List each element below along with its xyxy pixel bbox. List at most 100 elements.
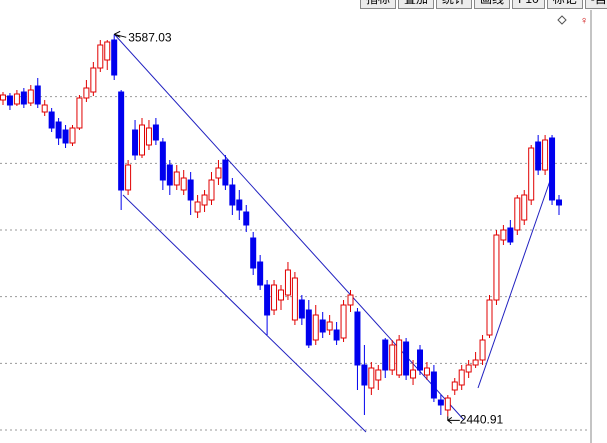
candle-body: [305, 309, 312, 346]
candle-body: [361, 364, 368, 386]
toolbar-button[interactable]: 画线: [474, 0, 511, 9]
candle-body: [166, 164, 173, 186]
toolbar: 指标 叠加 统计 画线 F10 标记 -自选: [360, 0, 607, 9]
trend-line: [477, 174, 553, 389]
candle-body: [535, 141, 542, 171]
candle-body: [521, 194, 528, 221]
annotation-arrow: [447, 416, 460, 424]
candle-body: [347, 294, 354, 306]
candle-body: [222, 159, 229, 186]
candle-body: [13, 93, 20, 105]
candle-body: [528, 147, 535, 201]
candle-body: [159, 141, 166, 181]
candle-body: [410, 369, 417, 379]
candle-body: [458, 369, 465, 386]
candle-body: [271, 284, 278, 311]
candle-body: [472, 359, 479, 366]
candle-body: [76, 97, 83, 129]
candle-body: [437, 399, 444, 406]
candle-body: [507, 227, 514, 243]
candle-body: [187, 179, 194, 201]
candle-body: [132, 129, 139, 156]
candle-body: [284, 269, 291, 296]
candle-body: [549, 137, 556, 201]
candle-body: [556, 199, 562, 206]
candle-body: [333, 329, 340, 341]
candle-body: [312, 314, 319, 341]
toolbar-button[interactable]: -自选: [584, 0, 607, 9]
candle-body: [48, 111, 55, 129]
candle-body: [514, 197, 521, 231]
candle-body: [111, 39, 118, 76]
candle-body: [0, 94, 6, 101]
candle-body: [382, 339, 389, 371]
candle-body: [444, 397, 451, 411]
candle-body: [27, 89, 34, 104]
candle-body: [180, 177, 187, 191]
toolbar-button[interactable]: 指标: [360, 0, 397, 9]
candle-body: [173, 171, 180, 186]
candle-body: [201, 194, 208, 206]
candle-body: [152, 124, 159, 141]
toolbar-button[interactable]: F10: [512, 0, 545, 9]
candle-body: [465, 364, 472, 373]
candle-body: [69, 127, 76, 144]
candle-body: [257, 261, 264, 286]
candle-body: [243, 211, 250, 226]
toolbar-button[interactable]: 叠加: [398, 0, 435, 9]
candle-body: [486, 299, 493, 336]
candle-body: [20, 91, 27, 105]
candle-body: [500, 229, 507, 241]
candle-body: [375, 369, 382, 381]
icon-marker[interactable]: ♀: [580, 15, 588, 27]
candle-body: [104, 41, 111, 61]
toolbar-button[interactable]: 标记: [546, 0, 583, 9]
candle-body: [354, 311, 361, 366]
low-annotation: 2440.91: [460, 413, 504, 427]
candle-body: [326, 321, 333, 331]
candle-body: [493, 234, 500, 301]
candle-body: [340, 304, 347, 339]
candle-body: [97, 44, 104, 69]
candle-body: [417, 349, 423, 371]
candle-body: [34, 85, 41, 105]
candle-body: [139, 124, 145, 156]
candle-body: [83, 87, 90, 99]
candle-body: [291, 277, 298, 321]
trend-line: [122, 194, 367, 433]
candle-body: [236, 199, 243, 211]
candle-body: [250, 237, 257, 269]
candle-body: [298, 299, 305, 319]
candle-body: [125, 164, 132, 191]
candle-body: [451, 381, 458, 391]
candle-body: [215, 167, 222, 179]
candle-body: [194, 201, 201, 213]
trend-line: [114, 34, 465, 421]
candle-body: [368, 367, 375, 389]
candle-body: [264, 284, 271, 316]
candle-body: [208, 179, 215, 201]
candle-body: [479, 339, 486, 361]
candle-body: [430, 371, 437, 399]
annotation-arrow: [113, 30, 127, 38]
candle-body: [278, 289, 284, 301]
candle-body: [55, 121, 62, 139]
candle-body: [62, 129, 69, 144]
candle-body: [118, 91, 125, 191]
candle-body: [396, 339, 403, 376]
candle-body: [229, 184, 236, 206]
candle-body: [403, 341, 410, 376]
candle-body: [6, 95, 13, 106]
icon-diamond[interactable]: [557, 15, 567, 25]
candle-body: [90, 67, 97, 93]
candle-body: [542, 139, 549, 171]
toolbar-button[interactable]: 统计: [436, 0, 473, 9]
candle-body: [423, 367, 430, 376]
candle-body: [389, 344, 396, 371]
candle-body: [41, 104, 48, 113]
candle-body: [319, 319, 326, 333]
candle-body: [145, 127, 152, 146]
high-annotation: 3587.03: [128, 30, 172, 44]
